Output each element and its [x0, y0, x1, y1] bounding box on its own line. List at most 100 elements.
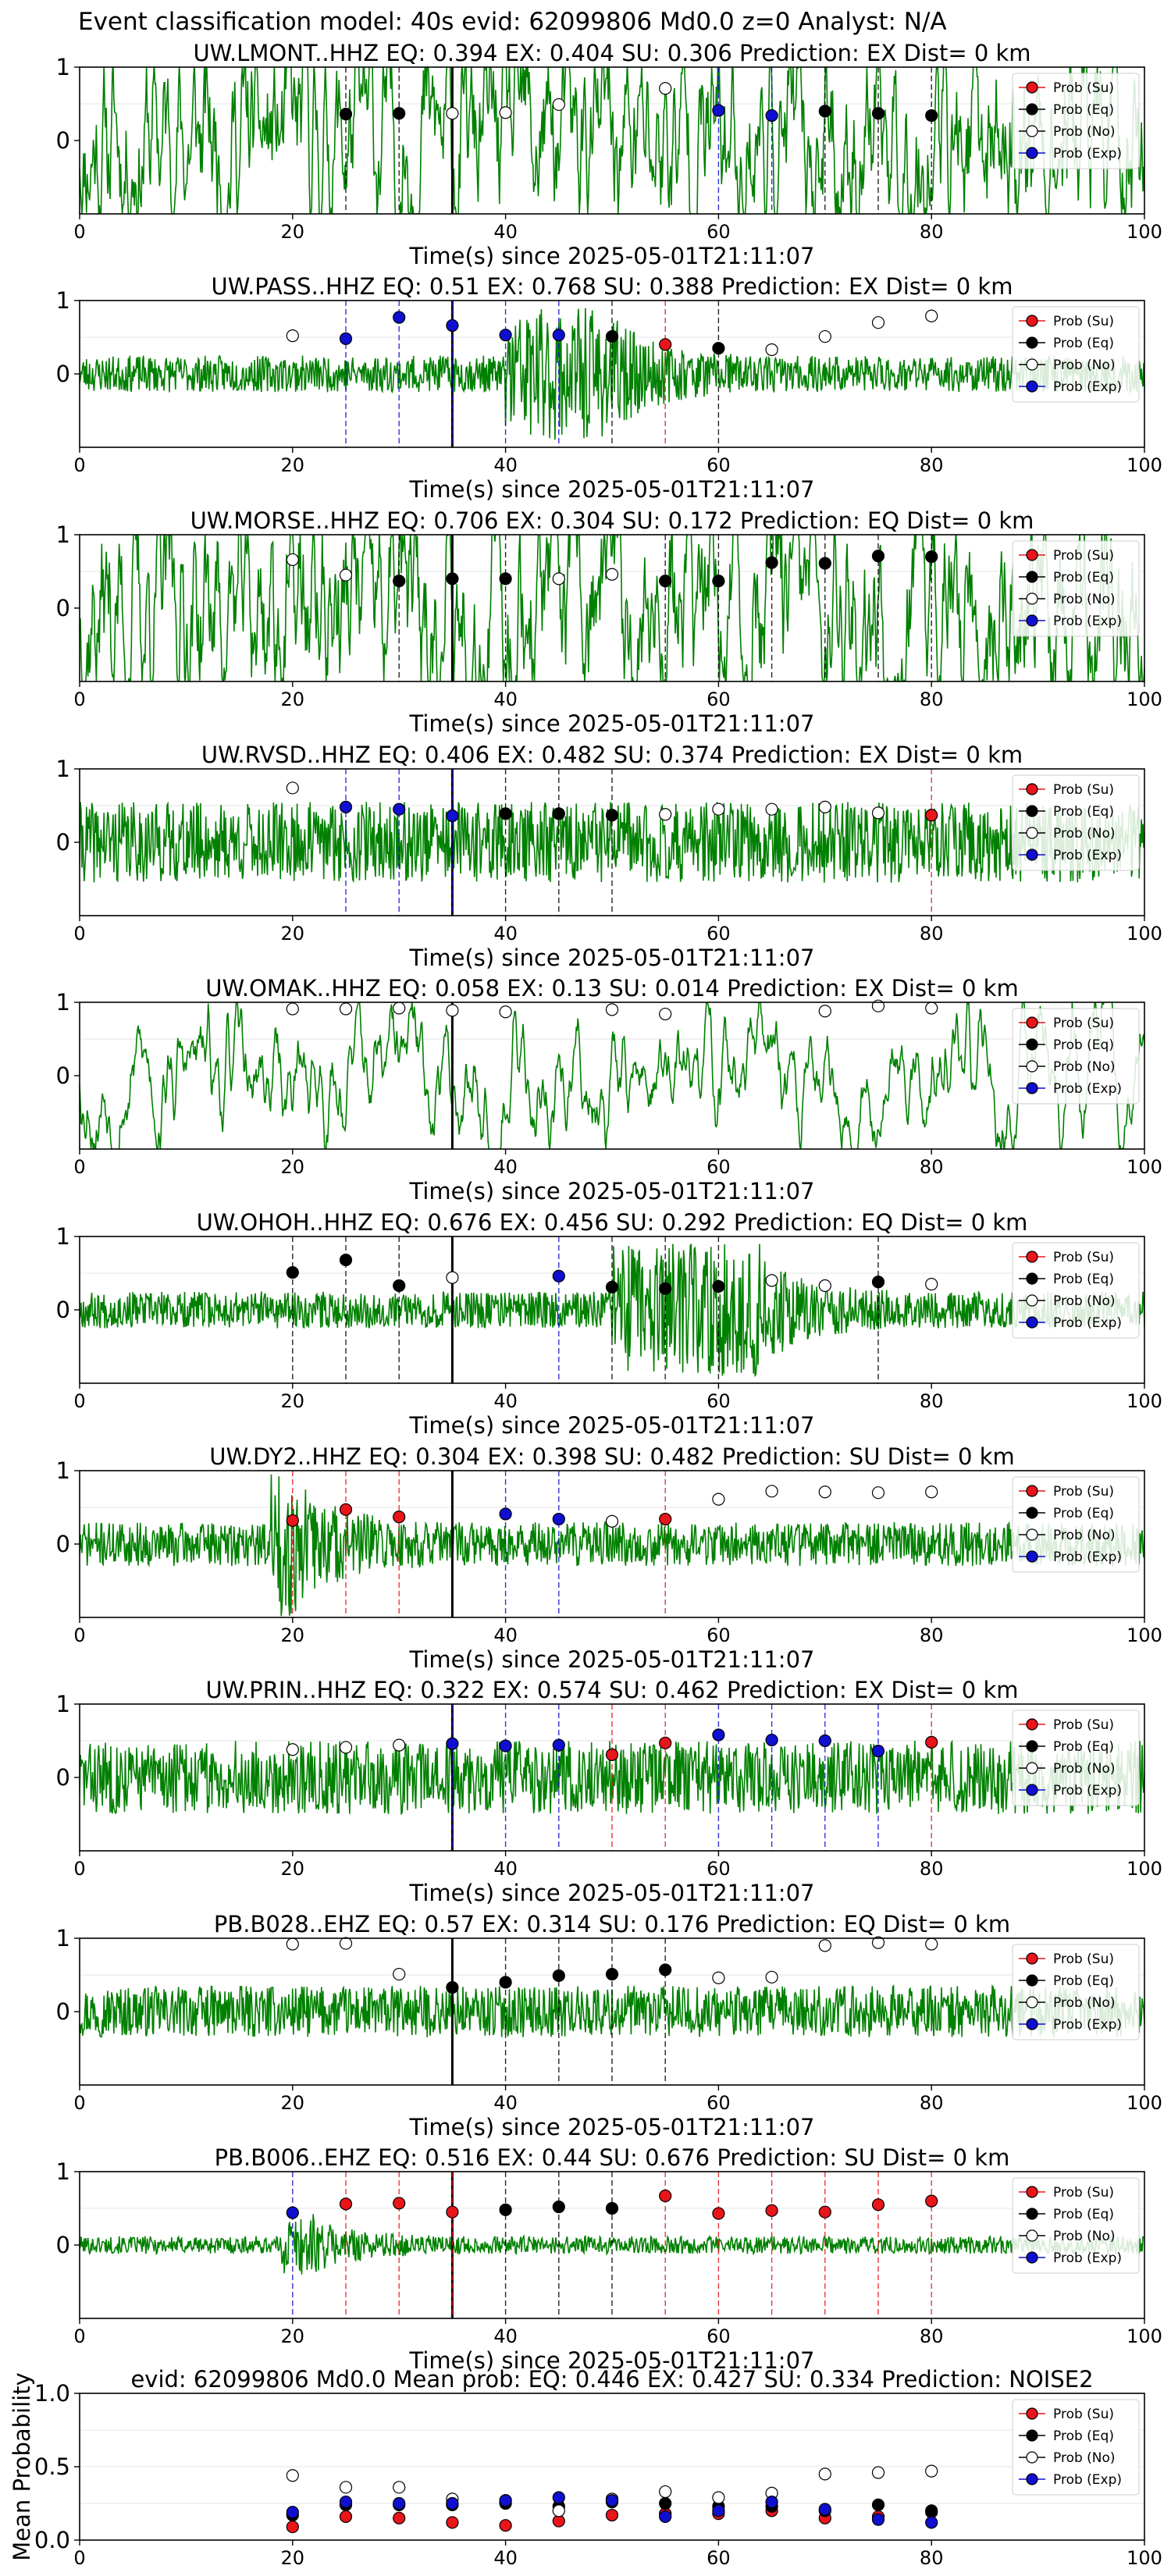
- y-axis-label: Mean Probability: [9, 2372, 35, 2561]
- legend-label: Prob (Exp): [1053, 2250, 1122, 2266]
- legend-marker-exp: [1026, 1784, 1038, 1796]
- prob-point-exp: [393, 802, 406, 816]
- x-axis-label: Time(s) since 2025-05-01T21:11:07: [409, 1412, 815, 1439]
- prob-point-no: [393, 1738, 406, 1752]
- prob-point-no: [925, 1485, 938, 1499]
- mean-point-exp: [339, 2496, 353, 2509]
- x-tick-label: 40: [493, 2092, 518, 2114]
- legend-label: Prob (Exp): [1053, 1783, 1122, 1799]
- mean-point-no: [818, 2467, 831, 2481]
- legend-label: Prob (Su): [1053, 782, 1114, 798]
- mean-point-exp: [446, 2496, 459, 2510]
- x-tick-label: 0: [73, 454, 85, 476]
- prob-point-su: [659, 2189, 672, 2203]
- x-tick-label: 100: [1127, 1624, 1162, 1646]
- legend: Prob (Su) Prob (Eq) Prob (No) Prob (Exp): [1012, 306, 1140, 403]
- prob-point-exp: [339, 800, 353, 813]
- legend-label: Prob (Eq): [1053, 336, 1114, 351]
- prob-point-su: [765, 2204, 778, 2217]
- prob-point-eq: [605, 2201, 619, 2215]
- prob-point-no: [871, 1936, 885, 1949]
- prob-point-su: [659, 1736, 672, 1749]
- prob-point-exp: [871, 1745, 885, 1758]
- prob-point-eq: [712, 1279, 725, 1293]
- legend-marker-no: [1026, 827, 1038, 839]
- x-tick-label: 80: [920, 1390, 944, 1412]
- legend-marker-exp: [1026, 1082, 1038, 1094]
- prob-point-eq: [339, 108, 353, 121]
- x-tick-label: 40: [493, 454, 518, 476]
- mean-point-exp: [712, 2504, 725, 2517]
- waveform-trace: [80, 535, 1144, 681]
- prob-point-no: [925, 309, 938, 322]
- x-tick-label: 100: [1127, 454, 1162, 476]
- prob-point-no: [659, 1007, 672, 1021]
- legend-label: Prob (Eq): [1053, 102, 1114, 118]
- legend-label: Prob (Eq): [1053, 1973, 1114, 1989]
- mean-point-exp: [499, 2494, 512, 2507]
- prob-point-no: [339, 1002, 353, 1016]
- mean-point-eq: [659, 2496, 672, 2510]
- legend-marker-exp: [1026, 2018, 1038, 2030]
- x-tick-label: 20: [281, 1858, 305, 1880]
- legend-marker-su: [1026, 549, 1038, 561]
- y-tick-label: 0: [56, 1531, 70, 1557]
- legend-label: Prob (Su): [1053, 548, 1114, 564]
- x-tick-label: 20: [281, 454, 305, 476]
- x-tick-label: 0: [73, 2092, 85, 2114]
- legend-marker-eq: [1026, 805, 1038, 817]
- y-tick-label: 0: [56, 1297, 70, 1323]
- panel-9: PB.B028..EHZ EQ: 0.57 EX: 0.314 SU: 0.17…: [56, 1911, 1162, 2140]
- x-tick-label: 60: [707, 454, 731, 476]
- panel-title: UW.OHOH..HHZ EQ: 0.676 EX: 0.456 SU: 0.2…: [197, 1209, 1028, 1236]
- legend-marker-eq: [1026, 1507, 1038, 1519]
- x-tick-label: 100: [1127, 2092, 1162, 2114]
- mean-point-exp: [552, 2491, 565, 2504]
- legend-marker-eq: [1026, 1038, 1038, 1051]
- legend-marker-no: [1026, 1294, 1038, 1307]
- prob-point-su: [925, 809, 938, 822]
- prob-point-eq: [818, 557, 831, 570]
- legend-marker-eq: [1026, 2429, 1038, 2442]
- legend-marker-exp: [1026, 1550, 1038, 1563]
- legend-label: Prob (No): [1053, 1528, 1116, 1543]
- legend-marker-su: [1026, 1016, 1038, 1029]
- x-tick-label: 20: [281, 2547, 305, 2569]
- prob-point-eq: [446, 572, 459, 585]
- waveform-trace: [80, 1474, 1144, 1617]
- legend-label: Prob (Eq): [1053, 1272, 1114, 1287]
- x-tick-label: 0: [73, 1156, 85, 1178]
- x-tick-label: 100: [1127, 221, 1162, 243]
- prob-point-no: [499, 106, 512, 119]
- y-tick-label: 1: [56, 756, 70, 782]
- prob-point-eq: [605, 809, 619, 822]
- prob-point-eq: [552, 2201, 565, 2214]
- prob-point-eq: [871, 550, 885, 563]
- legend-marker-eq: [1026, 103, 1038, 116]
- axes-frame: [79, 66, 1145, 215]
- figure-suptitle: Event classification model: 40s evid: 62…: [78, 8, 947, 36]
- panel-title: UW.DY2..HHZ EQ: 0.304 EX: 0.398 SU: 0.48…: [209, 1443, 1015, 1470]
- prob-point-exp: [552, 1512, 565, 1526]
- prob-point-eq: [925, 550, 938, 564]
- prob-point-eq: [871, 107, 885, 120]
- panel-7: UW.DY2..HHZ EQ: 0.304 EX: 0.398 SU: 0.48…: [56, 1443, 1162, 1673]
- legend-marker-no: [1026, 1996, 1038, 2008]
- legend-box: [1012, 306, 1140, 403]
- mean-point-exp: [765, 2496, 778, 2509]
- mean-point-su: [393, 2511, 406, 2524]
- prob-point-no: [605, 1003, 619, 1016]
- legend-label: Prob (No): [1053, 1293, 1116, 1309]
- x-tick-label: 0: [73, 1624, 85, 1646]
- legend-label: Prob (Eq): [1053, 1037, 1114, 1053]
- prob-point-exp: [499, 329, 512, 342]
- prob-point-no: [818, 329, 831, 343]
- legend-marker-no: [1026, 125, 1038, 137]
- legend-label: Prob (No): [1053, 592, 1116, 607]
- prob-point-exp: [552, 329, 565, 342]
- prob-point-su: [339, 2197, 353, 2211]
- prob-point-exp: [339, 332, 353, 345]
- legend-marker-su: [1026, 1485, 1038, 1497]
- x-tick-label: 0: [73, 2325, 85, 2347]
- mean-point-no: [552, 2504, 565, 2517]
